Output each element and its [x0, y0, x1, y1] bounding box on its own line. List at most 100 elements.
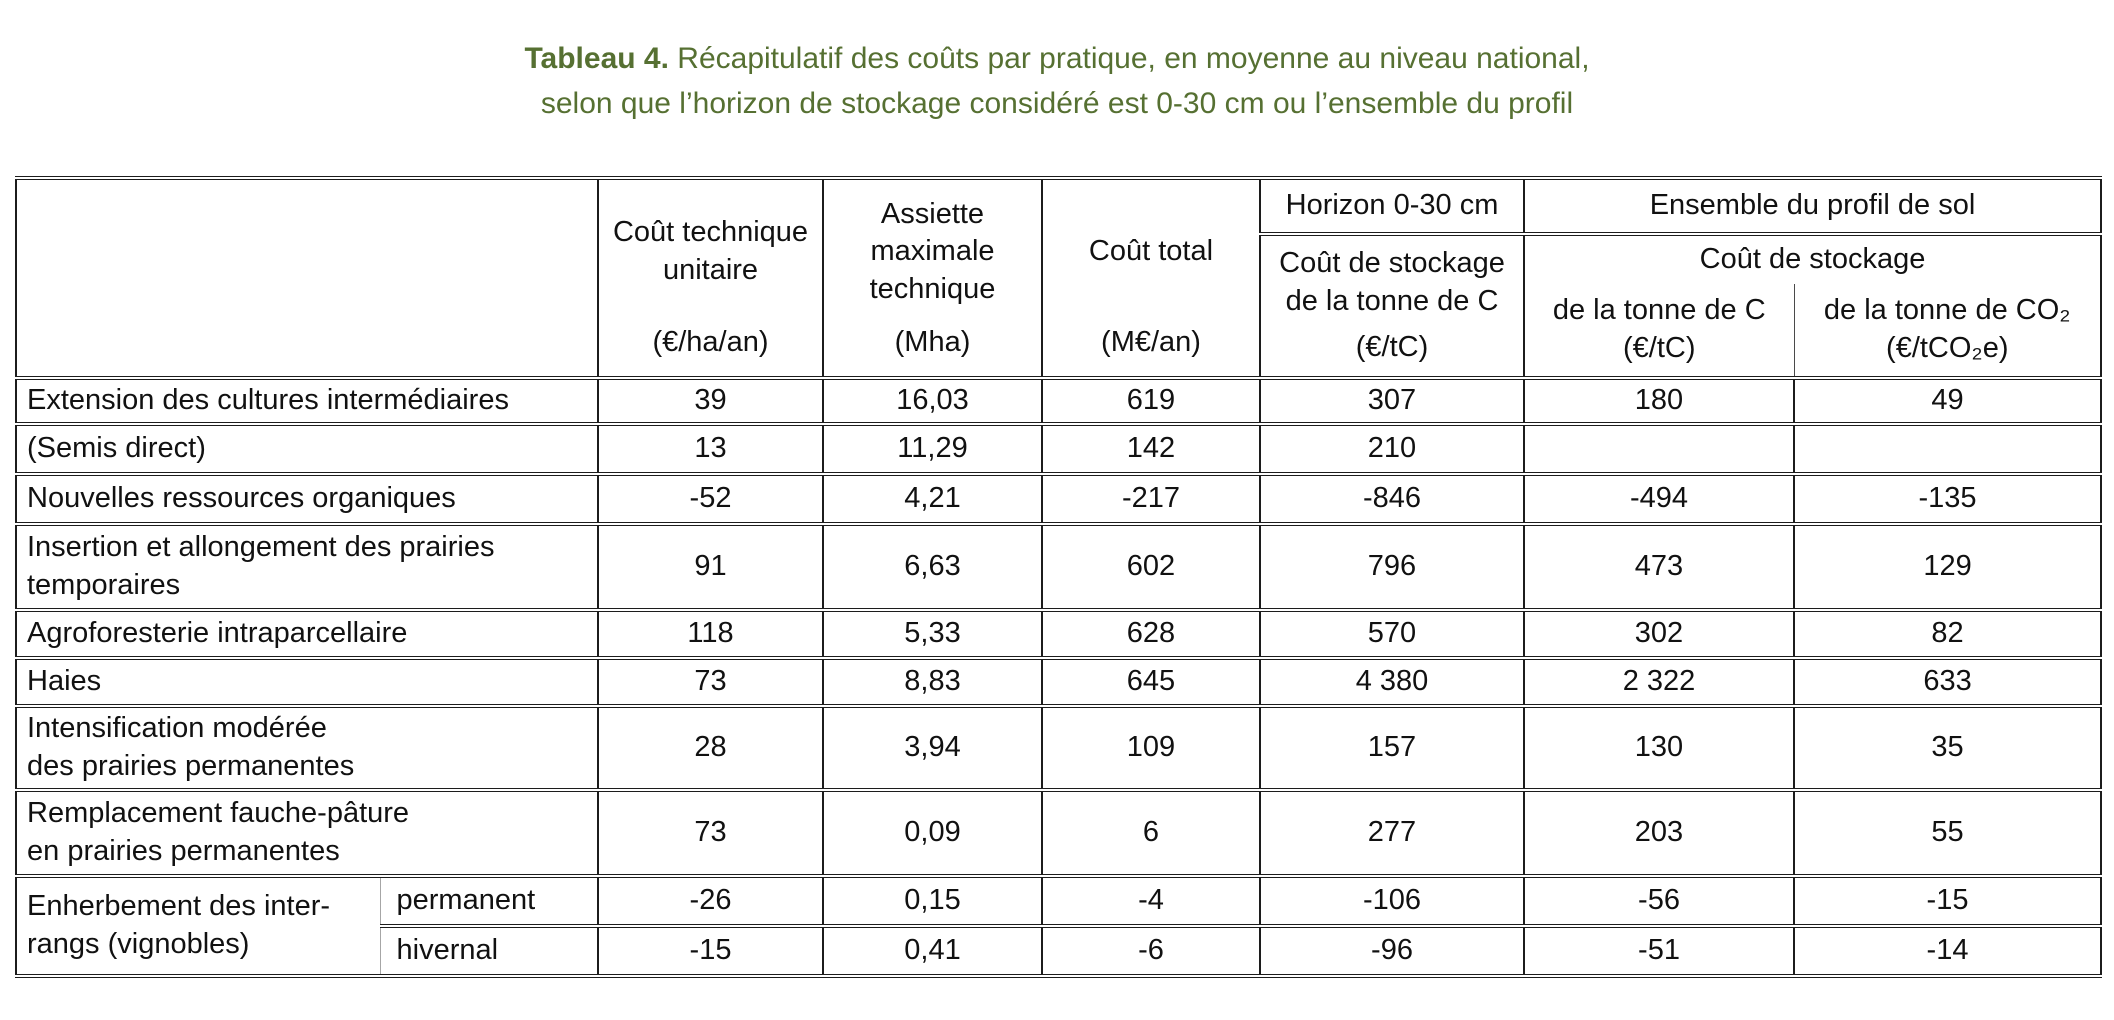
cell-value: 619 [1041, 376, 1261, 426]
cell-value: 210 [1259, 421, 1525, 476]
header-tonne-co2: de la tonne de CO₂ (€/tCO₂e) [1793, 284, 2103, 380]
cell-value: 180 [1523, 376, 1795, 426]
cell-value: 302 [1523, 607, 1795, 660]
subrow-label: hivernal [379, 923, 599, 978]
header-ensemble-cout-stockage: Coût de stockage [1522, 232, 2103, 284]
cell-value [1523, 421, 1795, 476]
header-assiette-unit: (Mha) [894, 326, 971, 359]
cell-value: -52 [597, 471, 824, 526]
cell-value: 0,41 [822, 923, 1043, 978]
cell-value: 0,09 [822, 787, 1043, 878]
cell-value: -106 [1259, 873, 1525, 928]
header-assiette: Assiette maximale technique (Mha) [822, 176, 1043, 380]
cell-value: 49 [1792, 376, 2103, 426]
cell-value: 0,15 [822, 873, 1043, 928]
cell-value: 55 [1792, 787, 2103, 878]
header-tonne-co2-unit: (€/tCO₂e) [1886, 332, 2009, 364]
table-row: Extension des cultures intermédiaires 39… [15, 376, 2103, 426]
row-label: Nouvelles ressources organiques [15, 471, 599, 526]
cell-value: 3,94 [822, 703, 1043, 792]
table-row: Nouvelles ressources organiques -52 4,21… [15, 471, 2103, 526]
header-cout-total: Coût total (M€/an) [1041, 176, 1261, 380]
row-label: Extension des cultures intermédiaires [15, 376, 599, 426]
header-horizon-band: Horizon 0-30 cm [1259, 176, 1525, 236]
cell-value: 277 [1259, 787, 1525, 878]
header-horizon-sub: Coût de stockage de la tonne de C (€/tC) [1259, 232, 1525, 380]
caption-line1: Tableau 4. Récapitulatif des coûts par p… [0, 36, 2114, 81]
cell-value: 645 [1041, 655, 1261, 708]
cell-value: 4,21 [822, 471, 1043, 526]
cell-value: -4 [1041, 873, 1261, 928]
cell-value: 39 [597, 376, 824, 426]
cell-value: 82 [1792, 607, 2103, 660]
cell-value: -846 [1259, 471, 1525, 526]
header-cout-technique-unit: (€/ha/an) [652, 326, 769, 359]
cell-value: 142 [1041, 421, 1261, 476]
header-cout-total-unit: (M€/an) [1101, 326, 1201, 359]
cell-value: 633 [1792, 655, 2103, 708]
cell-value: 5,33 [822, 607, 1043, 660]
header-ensemble-band: Ensemble du profil de sol [1522, 176, 2103, 236]
cell-value: 602 [1041, 521, 1261, 612]
row-label: Intensification modérée des prairies per… [15, 703, 599, 792]
cell-value: 6,63 [822, 521, 1043, 612]
row-label-group: Enherbement des inter- rangs (vignobles) [15, 873, 381, 978]
cell-value: 118 [597, 607, 824, 660]
row-label: Insertion et allongement des prairies te… [15, 521, 599, 612]
cell-value: 13 [597, 421, 824, 476]
row-label: (Semis direct) [15, 421, 599, 476]
row-label: Haies [15, 655, 599, 708]
subrow-label: permanent [379, 873, 599, 928]
cell-value: 73 [597, 787, 824, 878]
header-tonne-co2-label: de la tonne de CO₂ [1823, 294, 2071, 327]
header-cout-total-label: Coût total [1088, 235, 1214, 268]
cost-summary-table: Coût technique unitaire (€/ha/an) Assiet… [15, 176, 2103, 978]
table-row: Remplacement fauche-pâture en prairies p… [15, 787, 2103, 878]
cell-value: 157 [1259, 703, 1525, 792]
header-cout-technique: Coût technique unitaire (€/ha/an) [597, 176, 824, 380]
table-row-group-permanent: Enherbement des inter- rangs (vignobles)… [15, 873, 2103, 978]
cell-value: 473 [1523, 521, 1795, 612]
cell-value: 4 380 [1259, 655, 1525, 708]
cell-value: 35 [1792, 703, 2103, 792]
caption-line2: selon que l’horizon de stockage considér… [540, 87, 1574, 120]
row-label: Remplacement fauche-pâture en prairies p… [15, 787, 599, 878]
table-row: Agroforesterie intraparcellaire 118 5,33… [15, 607, 2103, 660]
caption-number: Tableau 4. [524, 42, 669, 75]
cell-value: -15 [597, 923, 824, 978]
cell-value: -56 [1523, 873, 1795, 928]
header-practice-empty [15, 176, 599, 380]
table-row: Insertion et allongement des prairies te… [15, 521, 2103, 612]
cell-value: 16,03 [822, 376, 1043, 426]
header-horizon-sub-label: Coût de stockage de la tonne de C [1279, 247, 1505, 318]
table-caption: Tableau 4. Récapitulatif des coûts par p… [0, 36, 2114, 126]
header-tonne-c: de la tonne de C (€/tC) [1523, 284, 1795, 380]
table-row-group-hivernal: hivernal -15 0,41 -6 -96 -51 -14 [16, 923, 2103, 978]
cell-value: 91 [597, 521, 824, 612]
header-row-3: de la tonne de C (€/tC) de la tonne de C… [16, 284, 2103, 380]
cell-value: 307 [1259, 376, 1525, 426]
cell-value: 2 322 [1523, 655, 1795, 708]
header-cout-technique-label: Coût technique unitaire [612, 216, 809, 287]
table-row: (Semis direct) 13 11,29 142 210 [15, 421, 2103, 476]
header-tonne-c-unit: (€/tC) [1623, 332, 1696, 364]
cell-value: 28 [597, 703, 824, 792]
cell-value: 130 [1523, 703, 1795, 792]
cell-value: 6 [1041, 787, 1261, 878]
caption-text: Récapitulatif des coûts par pratique, en… [677, 42, 1590, 75]
cell-value: 11,29 [822, 421, 1043, 476]
cell-value: -96 [1259, 923, 1525, 978]
cell-value: 109 [1041, 703, 1261, 792]
cell-value: 129 [1792, 521, 2103, 612]
header-tonne-c-label: de la tonne de C [1552, 294, 1766, 327]
cell-value: -15 [1792, 873, 2103, 928]
cell-value: 8,83 [822, 655, 1043, 708]
header-assiette-label: Assiette maximale technique [869, 197, 996, 305]
cell-value: -14 [1792, 923, 2103, 978]
cell-value: 73 [597, 655, 824, 708]
row-label: Agroforesterie intraparcellaire [15, 607, 599, 660]
header-row-2: Coût de stockage de la tonne de C (€/tC)… [16, 232, 2103, 380]
cell-value: 203 [1523, 787, 1795, 878]
cell-value: 628 [1041, 607, 1261, 660]
